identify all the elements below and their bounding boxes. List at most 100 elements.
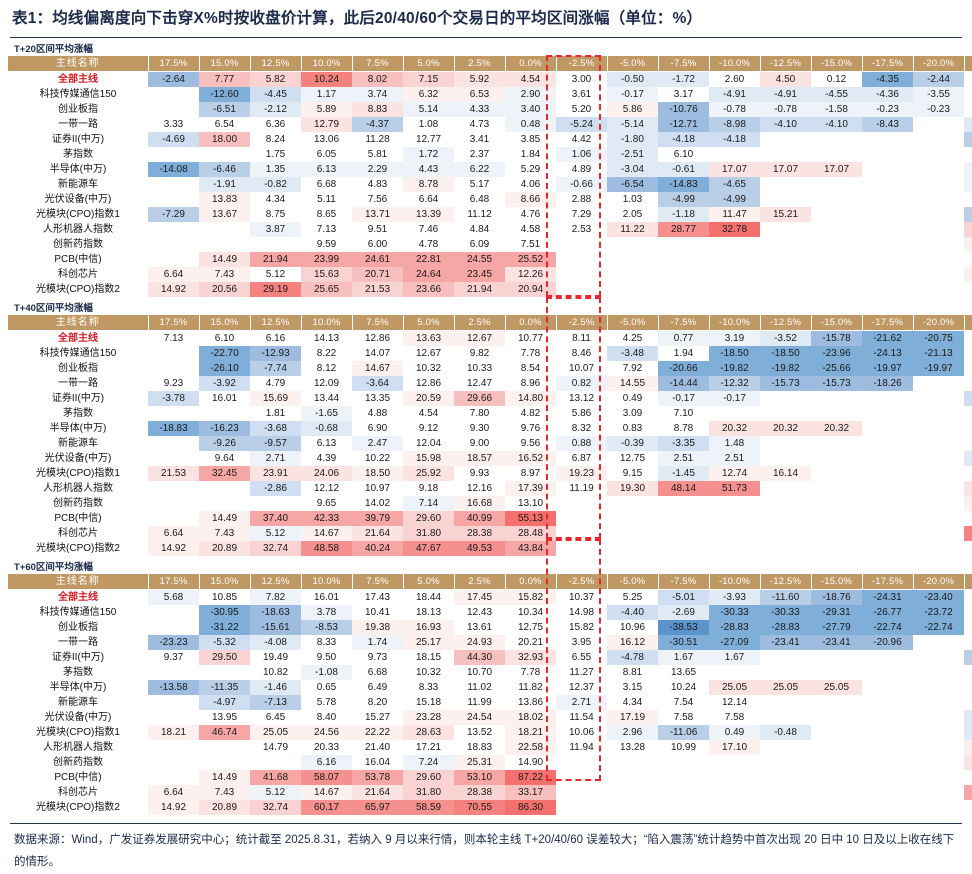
table-cell: 12.09	[301, 376, 352, 391]
table-cell: 25.05	[760, 680, 811, 695]
table-cell: 5.14	[403, 102, 454, 117]
table-cell	[862, 237, 913, 252]
table-cell: -23.72	[913, 605, 964, 620]
table-cell: 22.58	[505, 740, 556, 755]
table-cell: 8.75	[250, 207, 301, 222]
table-cell: 23.45	[454, 267, 505, 282]
table-cell: 16.68	[454, 496, 505, 511]
table-cell	[862, 650, 913, 665]
table-cell: -5.24	[556, 117, 607, 132]
table-cell: -28.83	[709, 620, 760, 635]
col-header-threshold: -7.5%	[658, 56, 710, 72]
table-cell	[658, 541, 709, 556]
table-cell	[862, 421, 913, 436]
table-cell: 24.55	[454, 252, 505, 267]
table-row: 新能源车 -4.97 -7.13 5.78 8.20 15.18 11.99 13.86 2.7…	[8, 695, 972, 710]
table-row: 一带一路 9.23 -3.92 4.79 12.09 -3.64 12.86 12.47 8.9…	[8, 376, 972, 391]
table-cell: 7.78	[505, 346, 556, 361]
col-header-threshold: -20.0%	[913, 574, 965, 590]
table-cell: 4.06	[505, 177, 556, 192]
table-cell: 6.36	[250, 117, 301, 132]
table-cell	[811, 451, 862, 466]
table-cell: 10.34	[505, 605, 556, 620]
table-cell: -23.96	[811, 346, 862, 361]
table-cell: 32.08	[964, 755, 972, 770]
table-cell	[913, 237, 964, 252]
table-cell: 14.49	[199, 252, 250, 267]
table-cell: 20.32	[811, 421, 862, 436]
table-row: 半导体(中万) -18.83 -16.23 -3.68 -0.68 6.90 9.12 9.3…	[8, 421, 972, 436]
table-cell: -24.31	[862, 589, 913, 605]
table-cell: 12.86	[352, 330, 403, 346]
row-label: 茅指数	[8, 147, 148, 162]
table-cell: 8.33	[403, 680, 454, 695]
table-cell: 12.67	[403, 346, 454, 361]
table-cell: 7.15	[403, 71, 454, 87]
table-cell: 5.68	[148, 589, 199, 605]
section-caption: T+20区间平均涨幅	[14, 44, 93, 55]
table-cell	[862, 541, 913, 556]
table-cell: -6.54	[607, 177, 658, 192]
table-cell	[913, 252, 964, 267]
table-cell: 9.18	[403, 481, 454, 496]
table-cell	[199, 406, 250, 421]
table-cell	[760, 282, 811, 297]
table-cell: 3.78	[301, 605, 352, 620]
table-cell	[811, 541, 862, 556]
table-cell: 17.10	[709, 740, 760, 755]
col-header-threshold: -20.0%	[913, 56, 965, 72]
table-cell	[862, 695, 913, 710]
table-cell: 14.92	[148, 282, 199, 297]
table-cell	[913, 117, 964, 132]
row-label: 半导体(中万)	[8, 162, 148, 177]
table-cell: 3.41	[454, 132, 505, 147]
table-cell: 8.83	[352, 102, 403, 117]
table-row: 光伏设备(中万) 13.95 6.45 8.40 15.27 23.28 24.54 18.0…	[8, 710, 972, 725]
table-row: 科创芯片 6.64 7.43 5.12 15.63 20.71 24.64 23.45 12.2…	[8, 267, 972, 282]
table-cell	[607, 496, 658, 511]
table-cell: 6.00	[352, 237, 403, 252]
table-cell: 28.48	[505, 526, 556, 541]
col-header-threshold: -10.0%	[709, 574, 761, 590]
table-cell: 4.73	[454, 117, 505, 132]
table-cell: 5.47	[964, 466, 972, 481]
table-cell: 1.81	[250, 406, 301, 421]
title-divider	[10, 37, 962, 38]
row-label: 光模块(CPO)指数1	[8, 466, 148, 481]
table-row: 创业板指 -31.22 -15.61 -8.53 19.38 16.93 13.61 12.7…	[8, 620, 972, 635]
table-cell	[811, 177, 862, 192]
table-cell	[760, 800, 811, 815]
table-cell	[913, 740, 964, 755]
table-cell: 20.59	[403, 391, 454, 406]
table-cell: -26.10	[199, 361, 250, 376]
col-header-threshold: -7.5%	[658, 574, 710, 590]
table-cell	[148, 436, 199, 451]
table-cell	[862, 665, 913, 680]
table-cell	[811, 267, 862, 282]
table-cell: 25.17	[403, 635, 454, 650]
table-cell	[862, 725, 913, 740]
table-cell	[913, 481, 964, 496]
table-cell: 48.58	[301, 541, 352, 556]
table-cell: 6.68	[352, 665, 403, 680]
row-label: 全部主线	[8, 71, 148, 87]
table-cell	[760, 132, 811, 147]
table-cell: -38.53	[658, 620, 709, 635]
table-cell: -4.91	[760, 87, 811, 102]
table-cell: 8.24	[250, 132, 301, 147]
table-cell: 12.47	[454, 376, 505, 391]
title-row: 表1：均线偏离度向下击穿X%时按收盘价计算，此后20/40/60个交易日的平均区…	[8, 0, 964, 34]
table-cell: 9.76	[505, 421, 556, 436]
table-cell: 29.60	[403, 511, 454, 526]
table-cell: 9.56	[505, 436, 556, 451]
row-label: 人形机器人指数	[8, 481, 148, 496]
table-cell: 9.50	[301, 650, 352, 665]
table-cell	[811, 406, 862, 421]
table-cell	[913, 132, 964, 147]
table-cell: 47.67	[403, 541, 454, 556]
row-label: 光伏设备(中万)	[8, 451, 148, 466]
table-cell	[913, 451, 964, 466]
table-cell: 5.12	[250, 526, 301, 541]
table-cell: 39.79	[352, 511, 403, 526]
